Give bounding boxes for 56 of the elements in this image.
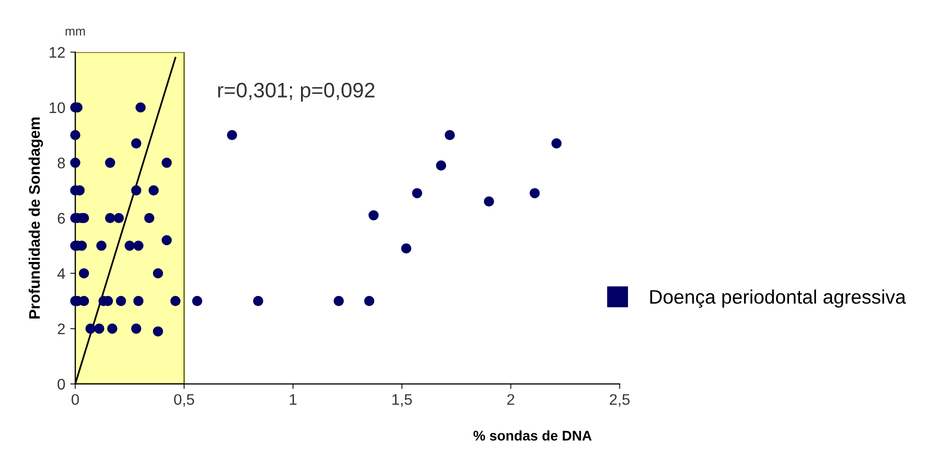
x-tick-label: 2,5 — [610, 394, 630, 407]
point — [105, 158, 116, 168]
point — [131, 324, 142, 334]
point — [401, 243, 412, 254]
point — [131, 185, 142, 196]
point — [105, 212, 116, 224]
text: mm — [66, 28, 85, 36]
annotation: r=0,301; p=0,092 — [218, 82, 374, 102]
point — [530, 188, 540, 198]
y-tick-label: 4 — [57, 268, 66, 279]
x-tick-label: 0,5 — [174, 394, 194, 407]
point — [144, 212, 154, 224]
point — [70, 158, 80, 168]
point — [444, 130, 455, 140]
point — [484, 196, 494, 207]
y-axis-title: Profundidade de Sondagem — [28, 118, 43, 318]
point — [124, 240, 135, 251]
point — [162, 158, 172, 168]
y-tick-label: 8 — [58, 158, 65, 168]
point — [152, 268, 164, 278]
y-tick-label: 6 — [58, 212, 65, 224]
y-tick-label: 2 — [58, 324, 65, 334]
point — [148, 185, 159, 196]
point — [162, 235, 172, 246]
x-tick-label: 1,5 — [392, 394, 412, 407]
point — [133, 296, 144, 306]
point — [131, 138, 142, 148]
point — [170, 296, 181, 306]
point — [116, 296, 126, 306]
point — [253, 296, 264, 306]
point — [96, 240, 106, 251]
point — [436, 160, 446, 171]
point — [192, 296, 202, 306]
point — [135, 102, 146, 113]
legend-label: Doença periodontal agressiva — [650, 290, 906, 308]
point — [364, 296, 374, 306]
x-tick-label: 0 — [72, 394, 79, 405]
x-tick-label: 2 — [507, 394, 514, 405]
x-axis-title: % sondas de DNA — [473, 430, 592, 441]
point — [85, 324, 96, 334]
point — [226, 130, 238, 140]
y-tick-label: 12 — [50, 47, 65, 58]
point — [551, 138, 562, 148]
point — [133, 240, 144, 251]
point — [114, 212, 124, 224]
point — [94, 324, 104, 334]
point — [334, 296, 344, 306]
y-tick-label: 0 — [58, 378, 65, 390]
x-tick-label: 1 — [290, 394, 297, 405]
point — [412, 188, 422, 198]
point — [152, 326, 164, 336]
point — [107, 324, 118, 334]
y-tick-label: 10 — [50, 102, 65, 114]
point — [70, 130, 80, 140]
point — [78, 268, 90, 278]
point — [368, 210, 379, 220]
